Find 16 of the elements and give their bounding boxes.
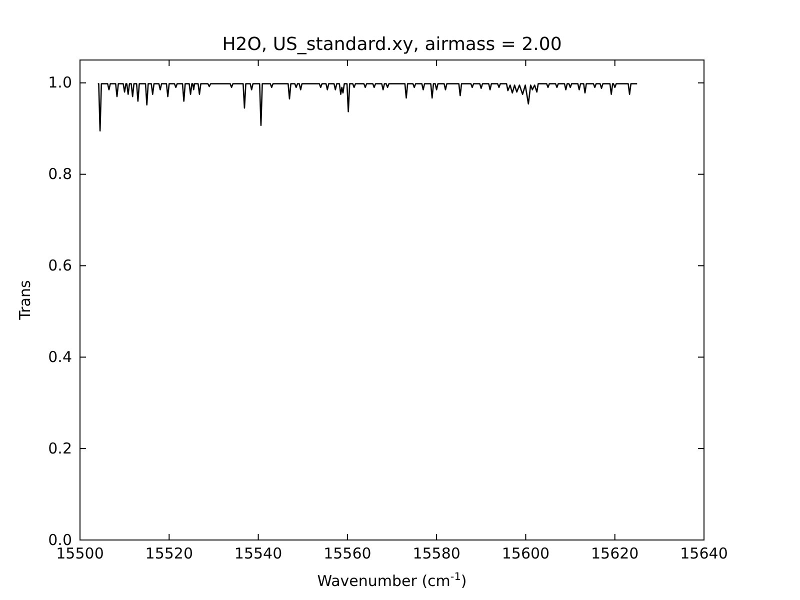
y-tick-label: 0.8 — [48, 165, 72, 184]
x-axis-title: Wavenumber (cm$^{-1}$) — [317, 571, 467, 590]
x-tick-label: 15520 — [145, 544, 193, 563]
y-tick-label: 0.4 — [48, 348, 72, 366]
x-tick-label: 15560 — [324, 544, 372, 563]
y-tick-label: 0.6 — [48, 256, 72, 275]
x-tick-label: 15600 — [502, 544, 550, 563]
chart-title: H2O, US_standard.xy, airmass = 2.00 — [222, 34, 562, 55]
line-series — [97, 83, 638, 132]
x-tick-label: 15580 — [412, 544, 460, 563]
y-axis-title: Trans — [16, 280, 34, 321]
y-tick-label: 1.0 — [48, 74, 72, 92]
y-tick-label: 0.2 — [48, 439, 72, 458]
x-tick-label: 15620 — [591, 544, 639, 563]
x-tick-label: 15540 — [234, 544, 282, 563]
x-tick-label: 15640 — [680, 544, 728, 563]
